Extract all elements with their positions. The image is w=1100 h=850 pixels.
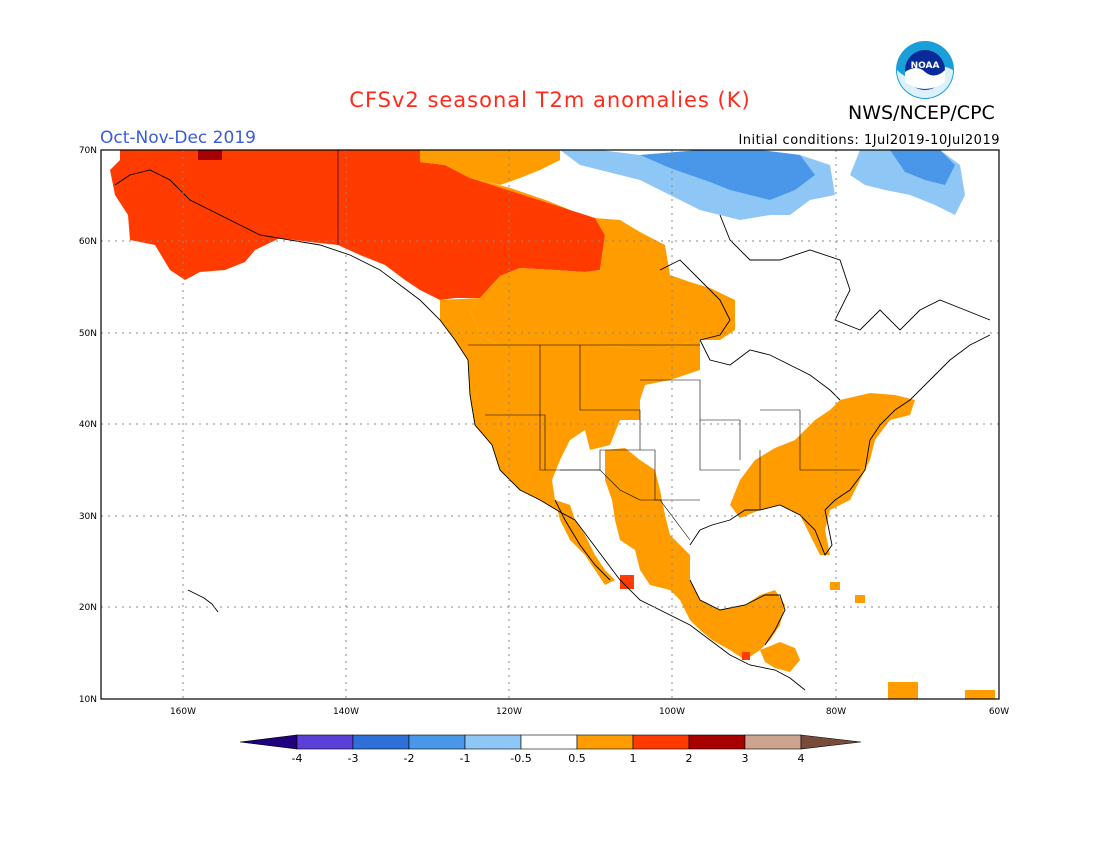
warm-anomaly-region-central-canada (470, 178, 735, 350)
warm-anomaly-cell-jalisco (620, 575, 634, 589)
lat-label: 10N (79, 695, 97, 705)
warm-anomaly-cell-south-america (888, 682, 918, 699)
cool-anomaly-region-baffin (640, 150, 815, 200)
lat-label: 40N (79, 420, 97, 430)
lon-label: 120W (496, 707, 522, 717)
warm-anomaly-region-western-us (440, 298, 700, 520)
lon-label: 160W (170, 707, 196, 717)
warm-anomaly-cell-caribbean-3 (965, 690, 995, 699)
colorbar: -4 -3 -2 -1 -0.5 0.5 1 2 3 4 (239, 734, 862, 765)
colorbar-label: 2 (686, 752, 693, 765)
lat-labels: 70N 60N 50N 40N 30N 20N 10N (79, 146, 97, 705)
colorbar-swatch (632, 734, 690, 750)
coastlines (114, 169, 991, 691)
warm-anomaly-region-canada (420, 150, 560, 185)
warm-anomaly-cell-3k (198, 150, 222, 160)
warm-anomaly-cell-caribbean-1 (830, 582, 840, 590)
colorbar-label: -0.5 (510, 752, 531, 765)
lat-label: 70N (79, 146, 97, 156)
colorbar-swatch (688, 734, 746, 750)
cool-anomaly-region-greenland-core (890, 150, 955, 185)
colorbar-arrow-right (800, 734, 862, 750)
borders (337, 150, 860, 541)
period-label: Oct-Nov-Dec 2019 (100, 128, 256, 148)
warm-anomaly-region-baja (555, 500, 615, 585)
warm-anomaly-region-central-america (760, 642, 800, 672)
map-frame (100, 149, 1000, 700)
lon-label: 140W (333, 707, 359, 717)
lon-label: 80W (826, 707, 846, 717)
colorbar-label: -1 (460, 752, 471, 765)
colorbar-label: -2 (404, 752, 415, 765)
colorbar-label: -3 (348, 752, 359, 765)
colorbar-label: 1 (630, 752, 637, 765)
svg-text:NOAA: NOAA (911, 61, 940, 71)
colorbar-label: 4 (798, 752, 805, 765)
warm-anomaly-cell-guatemala (742, 652, 750, 660)
warm-anomaly-region-alaska (110, 150, 605, 300)
colorbar-label: 3 (742, 752, 749, 765)
lon-label: 100W (659, 707, 685, 717)
colorbar-label: -4 (292, 752, 303, 765)
warm-anomaly-cell-caribbean-2 (855, 595, 865, 603)
colorbar-arrow-left (239, 734, 298, 750)
lat-label: 30N (79, 512, 97, 522)
warm-anomaly-region-eastern-us (730, 393, 915, 555)
colorbar-swatch (464, 734, 522, 750)
lat-label: 50N (79, 329, 97, 339)
organization-label: NWS/NCEP/CPC (848, 102, 995, 124)
colorbar-swatch (408, 734, 466, 750)
colorbar-swatch (296, 734, 354, 750)
colorbar-label: 0.5 (568, 752, 586, 765)
colorbar-swatch (352, 734, 410, 750)
colorbar-swatch (744, 734, 802, 750)
noaa-logo-icon: NOAA (896, 41, 954, 99)
initial-conditions-label: Initial conditions: 1Jul2019-10Jul2019 (738, 133, 1000, 148)
chart-title: CFSv2 seasonal T2m anomalies (K) (349, 88, 751, 112)
colorbar-swatch (576, 734, 634, 750)
lat-label: 20N (79, 603, 97, 613)
map-gridlines (101, 150, 999, 699)
colorbar-swatch (520, 734, 578, 750)
lat-label: 60N (79, 237, 97, 247)
lon-labels: 160W 140W 120W 100W 80W 60W (170, 707, 1009, 717)
lon-label: 60W (989, 707, 1009, 717)
